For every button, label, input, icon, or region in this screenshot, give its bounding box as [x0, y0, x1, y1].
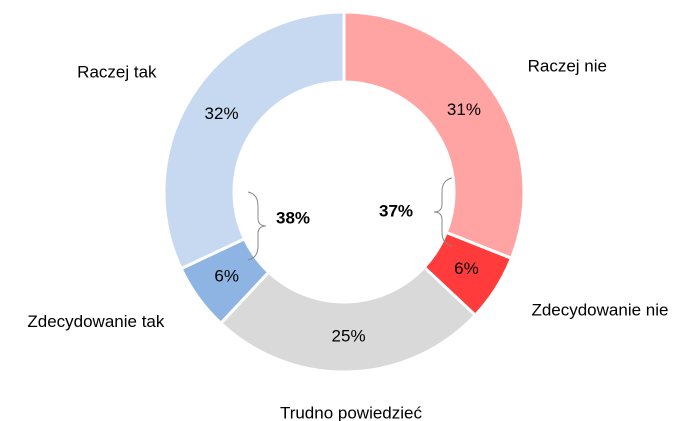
- annotation: 37%: [379, 201, 413, 220]
- brace-right: [433, 177, 453, 247]
- value-label: 6%: [214, 267, 239, 286]
- annotation: 38%: [276, 208, 310, 227]
- donut-slice: [162, 10, 346, 271]
- value-label: 25%: [332, 326, 366, 345]
- value-label: 31%: [447, 100, 481, 119]
- value-label: 6%: [454, 259, 479, 278]
- category-label: Zdecydowanie tak: [27, 312, 165, 331]
- category-label: Zdecydowanie nie: [531, 300, 668, 319]
- category-label: Raczej tak: [77, 63, 157, 82]
- brace-left: [247, 191, 267, 261]
- category-label: Trudno powiedzieć: [280, 403, 423, 421]
- category-label: Raczej nie: [528, 57, 607, 76]
- donut-slice: [218, 265, 478, 374]
- donut-slice: [342, 10, 526, 261]
- value-label: 32%: [205, 104, 239, 123]
